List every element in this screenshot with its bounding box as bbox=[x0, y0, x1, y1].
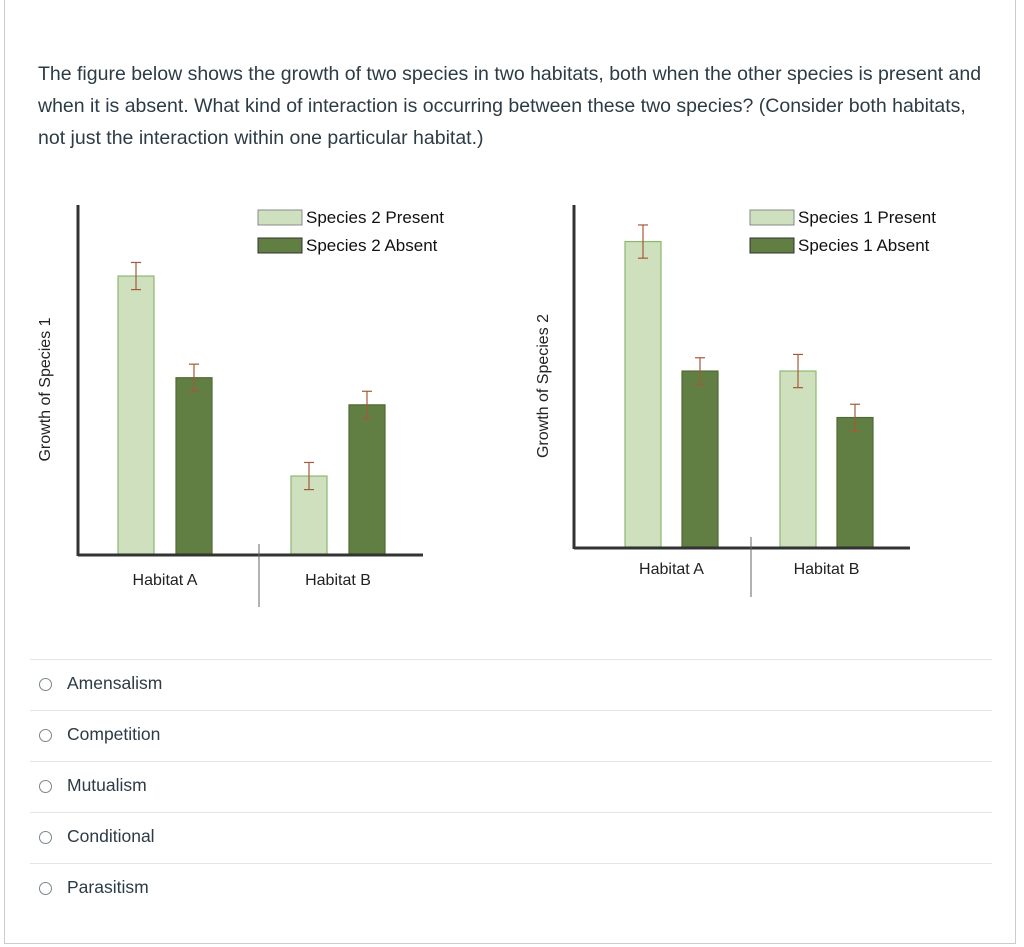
legend-swatch bbox=[257, 209, 303, 226]
answer-label: Amensalism bbox=[67, 673, 163, 693]
answer-option[interactable]: Amensalism bbox=[30, 659, 992, 710]
legend-label: Species 2 Absent bbox=[306, 236, 438, 255]
y-axis-label: Growth of Species 1 bbox=[37, 317, 54, 461]
bar-present bbox=[117, 275, 155, 555]
answer-label: Conditional bbox=[67, 826, 155, 846]
x-tick-label: Habitat A bbox=[133, 572, 198, 589]
answer-label: Parasitism bbox=[67, 877, 149, 897]
x-tick-label: Habitat B bbox=[794, 561, 860, 578]
question-text: The figure below shows the growth of two… bbox=[38, 63, 982, 149]
radio-button[interactable] bbox=[39, 678, 52, 691]
bar-absent bbox=[348, 404, 386, 555]
legend-label: Species 1 Present bbox=[798, 208, 936, 227]
legend-label: Species 1 Absent bbox=[798, 236, 930, 255]
bar-absent bbox=[681, 370, 719, 548]
bar-present bbox=[779, 370, 817, 548]
answer-label: Mutualism bbox=[67, 775, 147, 795]
bar-absent bbox=[175, 377, 213, 555]
legend-swatch bbox=[749, 209, 795, 226]
answer-option[interactable]: Conditional bbox=[30, 812, 992, 863]
radio-button[interactable] bbox=[39, 729, 52, 742]
x-tick-label: Habitat A bbox=[639, 561, 704, 578]
radio-button[interactable] bbox=[39, 882, 52, 895]
answer-option[interactable]: Competition bbox=[30, 710, 992, 761]
answer-label: Competition bbox=[67, 724, 161, 744]
answer-option[interactable]: Parasitism bbox=[30, 863, 992, 914]
chart-species-2: Habitat A Habitat B Growth of Species 2 Spe… bbox=[535, 205, 936, 597]
legend-swatch bbox=[749, 237, 795, 254]
legend-swatch bbox=[257, 237, 303, 254]
radio-button[interactable] bbox=[39, 780, 52, 793]
radio-button[interactable] bbox=[39, 831, 52, 844]
y-axis-label: Growth of Species 2 bbox=[535, 314, 552, 458]
legend-label: Species 2 Present bbox=[306, 208, 444, 227]
answer-option[interactable]: Mutualism bbox=[30, 761, 992, 812]
chart-species-1: Habitat A Habitat B Growth of Species 1 Spe… bbox=[37, 205, 444, 607]
x-tick-label: Habitat B bbox=[305, 572, 371, 589]
figure: Habitat A Habitat B Growth of Species 1 Spe… bbox=[37, 205, 936, 607]
bar-present bbox=[624, 240, 662, 548]
answer-list: Amensalism Competition Mutualism Conditi… bbox=[30, 659, 992, 914]
bar-absent bbox=[836, 416, 874, 548]
